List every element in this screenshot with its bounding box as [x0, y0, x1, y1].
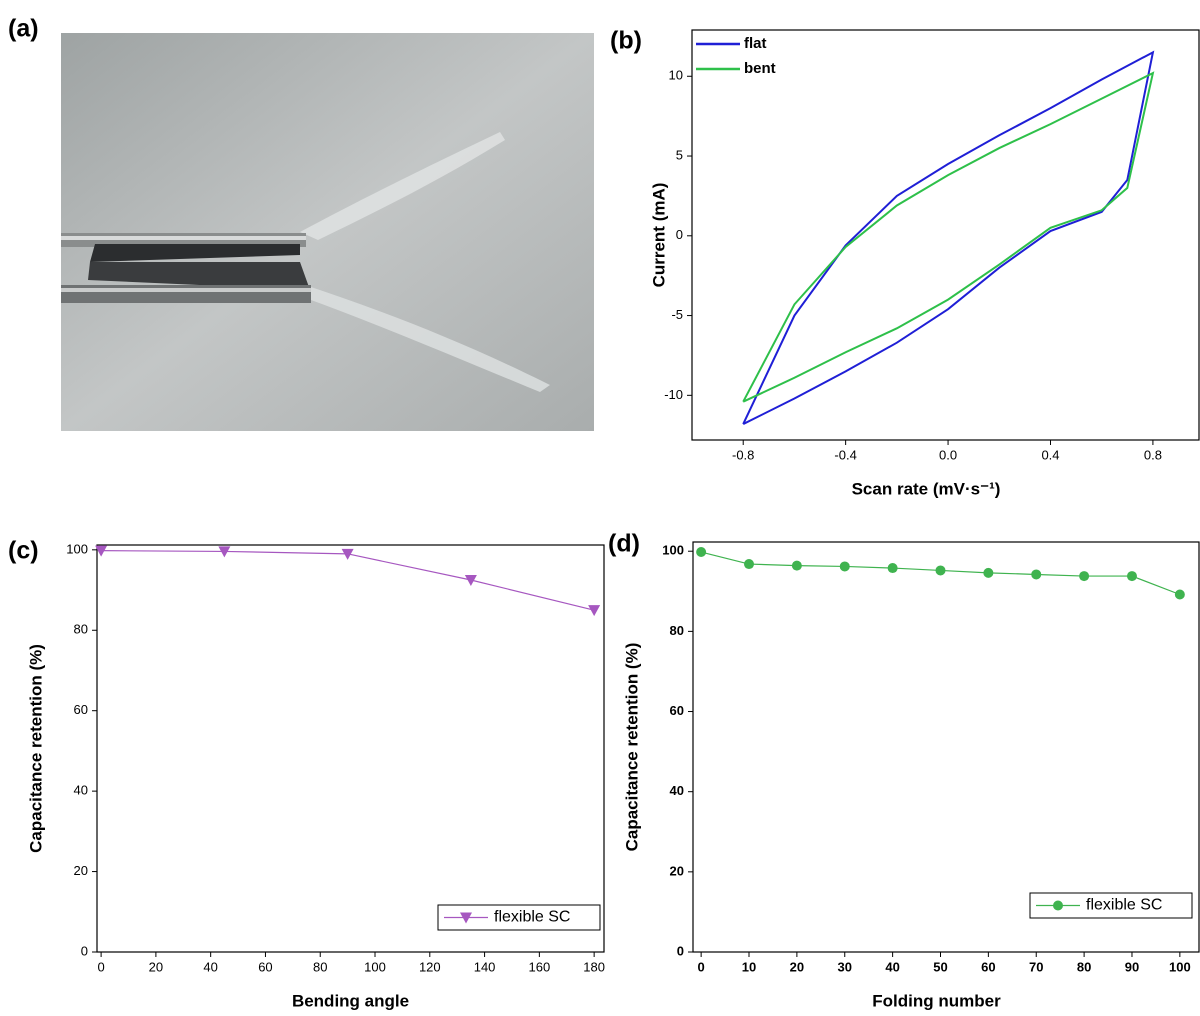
y-tick-label: 0 [677, 943, 684, 958]
marker [218, 546, 231, 558]
plot-frame [692, 541, 1200, 953]
plot-frame [691, 29, 1200, 441]
x-tick-label: 60 [258, 959, 272, 974]
panel-label: (a) [8, 15, 39, 43]
y-tick-label: 20 [670, 863, 684, 878]
marker [1079, 571, 1090, 582]
y-tick-label: 60 [74, 702, 88, 717]
x-axis-title: Folding number [872, 991, 1001, 1010]
x-tick-label: 0 [698, 959, 705, 974]
x-tick-label: -0.8 [732, 447, 754, 462]
y-tick-label: 5 [676, 147, 683, 162]
legend-marker [460, 912, 472, 924]
x-tick-label: 90 [1125, 959, 1139, 974]
y-tick-label: 0 [676, 227, 683, 242]
marker [341, 548, 354, 560]
y-tick-label: 40 [670, 783, 684, 798]
x-tick-label: 0.4 [1041, 447, 1059, 462]
x-tick-label: 40 [885, 959, 899, 974]
y-axis-title: Capacitance retention (%) [26, 644, 45, 853]
marker [839, 561, 850, 572]
photo [61, 33, 594, 431]
x-tick-label: 100 [364, 959, 386, 974]
x-tick-label: 30 [838, 959, 852, 974]
x-tick-label: 100 [1169, 959, 1191, 974]
y-tick-label: -5 [671, 307, 683, 322]
x-tick-label: 40 [203, 959, 217, 974]
marker [983, 567, 994, 578]
y-tick-label: 0 [81, 943, 88, 958]
x-axis-title: Scan rate (mV·s⁻¹) [852, 479, 1001, 498]
y-tick-label: 20 [74, 863, 88, 878]
x-tick-label: 160 [529, 959, 551, 974]
panel-label: (c) [8, 537, 39, 565]
series-line [742, 50, 1155, 425]
x-tick-label: 50 [933, 959, 947, 974]
panel-label: (d) [608, 530, 640, 558]
y-tick-label: 40 [74, 783, 88, 798]
marker [887, 563, 898, 574]
y-tick-label: 60 [670, 703, 684, 718]
x-tick-label: 140 [474, 959, 496, 974]
x-tick-label: 120 [419, 959, 441, 974]
marker [1126, 571, 1137, 582]
marker [791, 560, 802, 571]
y-tick-label: 10 [669, 68, 683, 83]
x-tick-label: 80 [1077, 959, 1091, 974]
legend-label: bent [744, 60, 776, 77]
y-tick-label: 100 [66, 541, 88, 556]
marker [95, 545, 108, 557]
marker [1174, 589, 1185, 600]
legend-label: flexible SC [1086, 897, 1162, 914]
x-tick-label: 180 [583, 959, 605, 974]
plot-frame [96, 544, 605, 953]
x-tick-label: 20 [149, 959, 163, 974]
x-tick-label: 0.0 [939, 447, 957, 462]
marker [935, 565, 946, 576]
legend-label: flat [744, 35, 767, 52]
marker [464, 574, 477, 586]
x-tick-label: 20 [790, 959, 804, 974]
x-tick-label: -0.4 [834, 447, 856, 462]
x-tick-label: 0 [97, 959, 104, 974]
marker [744, 559, 755, 570]
y-axis-title: Capacitance retention (%) [622, 643, 641, 852]
legend-marker [1053, 900, 1063, 911]
legend-label: flexible SC [494, 909, 570, 926]
marker [1031, 569, 1042, 580]
x-tick-label: 10 [742, 959, 756, 974]
marker [588, 605, 601, 617]
x-tick-label: 60 [981, 959, 995, 974]
y-tick-label: 80 [670, 623, 684, 638]
y-tick-label: -10 [664, 387, 683, 402]
series-line [742, 71, 1155, 403]
y-axis-title: Current (mA) [649, 183, 668, 288]
x-tick-label: 80 [313, 959, 327, 974]
panel-label: (b) [610, 27, 642, 55]
x-tick-label: 70 [1029, 959, 1043, 974]
y-tick-label: 80 [74, 622, 88, 637]
y-tick-label: 100 [662, 543, 684, 558]
x-tick-label: 0.8 [1144, 447, 1162, 462]
x-axis-title: Bending angle [292, 991, 409, 1010]
marker [696, 547, 707, 558]
